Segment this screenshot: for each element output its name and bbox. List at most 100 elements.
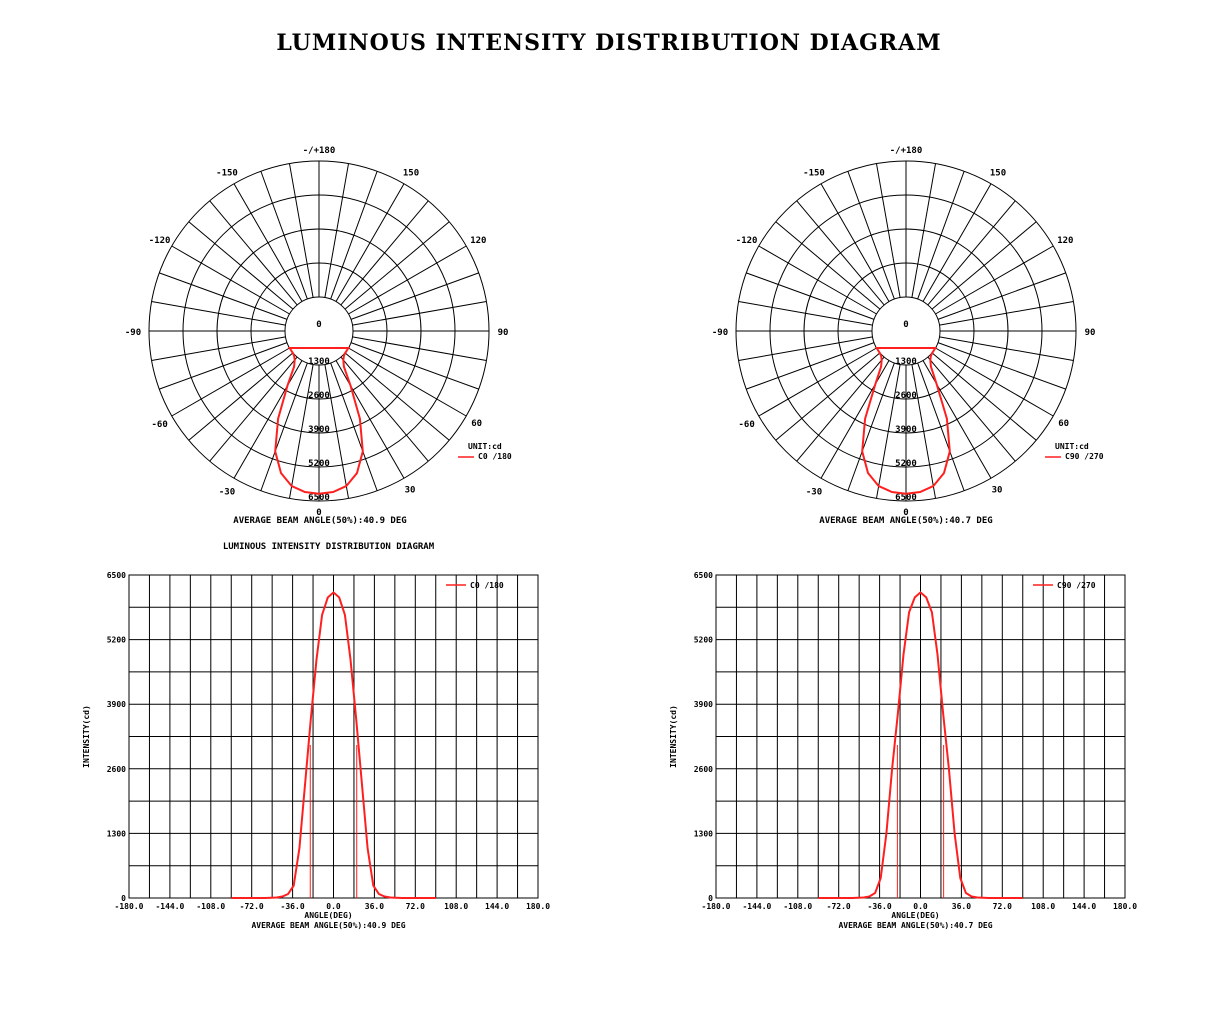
grid-spoke [939,300,1074,326]
angle-label: 90 [498,328,509,338]
radial-tick-label: 6500 [308,493,330,503]
y-tick-label: 6500 [107,571,126,580]
page-title: LUMINOUS INTENSITY DISTRIBUTION DIAGRAM [276,30,942,56]
radial-tick-label: 3900 [308,425,330,435]
x-tick-label: 144.0 [485,902,509,911]
y-tick-label: 3900 [694,700,713,709]
grid-spoke [875,364,901,499]
unit-label: UNIT:cd [1055,442,1089,451]
grid-spoke [330,362,378,491]
grid-spoke [209,200,298,306]
y-tick-label: 5200 [107,636,126,645]
grid-ring [284,296,354,366]
grid-spoke [348,245,467,315]
grid-spoke [875,163,901,298]
grid-spoke [233,183,303,302]
grid-spoke [796,356,885,462]
angle-label: -30 [219,487,235,497]
x-tick-label: 0.0 [326,902,341,911]
y-tick-label: 3900 [107,700,126,709]
x-tick-label: -144.0 [742,902,771,911]
x-tick-label: 180.0 [1113,902,1137,911]
x-tick-label: -72.0 [240,902,264,911]
unit-label: UNIT:cd [468,442,502,451]
grid-spoke [350,272,479,320]
x-tick-label: -144.0 [155,902,184,911]
angle-label: -150 [216,169,238,179]
polar-chart-c0: 0 30 60 90 120 150 -/+180 -150 -120 -90 -60 -30 0 130… [125,146,512,526]
x-axis-label: ANGLE(DEG) [304,911,352,920]
grid-spoke [335,183,405,302]
angle-label: 30 [992,486,1003,496]
grid-spoke [340,200,429,306]
radial-tick-label: 2600 [308,391,330,401]
grid-spoke [922,360,992,479]
angle-label: -120 [736,236,758,246]
grid-spoke [233,360,303,479]
grid-spoke [746,342,875,390]
grid-spoke [931,221,1037,310]
grid-spoke [324,163,350,298]
y-tick-label: 1300 [694,829,713,838]
grid-spoke [324,364,350,499]
radial-tick-label: 2600 [895,391,917,401]
x-tick-label: 0.0 [913,902,928,911]
polar-chart-c90: 0 30 60 90 120 150 -/+180 -150 -120 -90 -60 -30 0 130… [712,146,1104,526]
grid-spoke [939,336,1074,362]
angle-label: 60 [471,419,482,429]
grid-spoke [917,171,965,300]
y-tick-label: 0 [121,894,126,903]
grid-spoke [188,352,294,441]
angle-label: 150 [990,169,1006,179]
grid-spoke [340,356,429,462]
grid-spoke [344,221,450,310]
grid-spoke [151,336,286,362]
angle-label: -/+180 [303,146,336,156]
x-tick-label: 108.0 [444,902,468,911]
grid-spoke [159,272,288,320]
radial-tick-label: 5200 [308,459,330,469]
y-tick-label: 1300 [107,829,126,838]
legend-label: C0 /180 [478,452,512,461]
angle-label: -90 [125,328,141,338]
grid-spoke [935,347,1054,417]
beam-angle-footer: AVERAGE BEAM ANGLE(50%):40.7 DEG [819,516,992,526]
grid-spoke [348,347,467,417]
grid-spoke [288,364,314,499]
x-axis-label: ANGLE(DEG) [891,911,939,920]
grid-spoke [775,221,881,310]
radial-tick-label: 1300 [895,357,917,367]
x-tick-label: -108.0 [783,902,812,911]
angle-label: 0 [903,508,908,518]
x-tick-label: 72.0 [993,902,1012,911]
legend-label: C90 /270 [1065,452,1104,461]
angle-label: -60 [152,420,168,430]
x-tick-label: 144.0 [1072,902,1096,911]
radial-tick-label: 1300 [308,357,330,367]
grid-spoke [352,300,487,326]
angle-label: 150 [403,169,419,179]
y-tick-label: 5200 [694,636,713,645]
x-tick-label: 36.0 [952,902,971,911]
grid-spoke [352,336,487,362]
grid-spoke [171,347,290,417]
grid-spoke [746,272,875,320]
y-tick-label: 2600 [694,765,713,774]
angle-label: 30 [405,486,416,496]
radial-tick-label: 6500 [895,493,917,503]
x-tick-label: -108.0 [196,902,225,911]
grid-spoke [288,163,314,298]
y-tick-label: 0 [708,894,713,903]
grid-spoke [911,163,937,298]
line-chart-c0: LUMINOUS INTENSITY DISTRIBUTION DIAGRAM -… [82,542,550,930]
grid-spoke [927,356,1016,462]
grid-spoke [847,171,895,300]
grid-spoke [344,352,450,441]
angle-label: -90 [712,328,728,338]
center-angle-label: 0 [316,320,321,330]
grid-spoke [151,300,286,326]
legend-label: C90 /270 [1057,581,1096,590]
grid-spoke [758,245,877,315]
x-tick-label: 36.0 [365,902,384,911]
